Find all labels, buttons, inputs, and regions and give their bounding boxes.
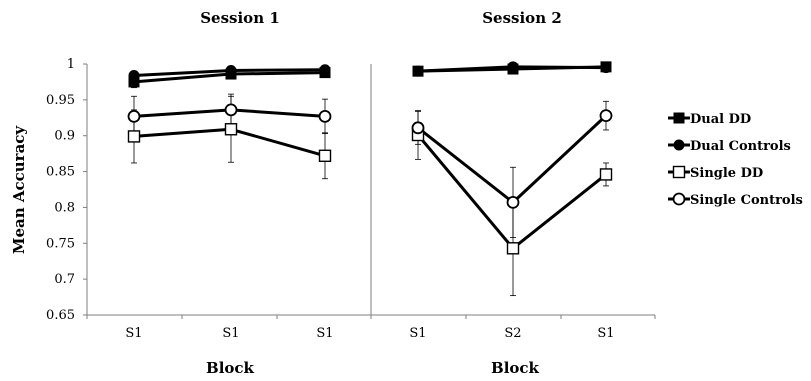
legend-label: Single Controls [690,193,803,208]
legend-label: Dual Controls [690,139,791,154]
legend-label: Dual DD [690,112,751,127]
data-point [127,130,141,143]
y-tick-label: 1 [67,57,75,72]
legend-marker [672,165,686,179]
data-point [127,109,141,123]
y-tick-label: 0.95 [46,93,75,108]
x-tick-label: S1 [222,326,239,341]
y-axis-title: Mean Accuracy [10,125,28,255]
series-line [416,134,607,250]
y-tick-label: 0.9 [54,129,75,144]
legend-marker [672,192,686,206]
x-tick-label: S1 [597,326,614,341]
data-point [600,62,612,74]
legend-marker [673,112,685,124]
y-tick-label: 0.85 [46,165,75,180]
data-point [507,61,519,73]
legend-label: Single DD [690,166,763,181]
data-point [224,123,238,136]
y-tick-label: 0.7 [54,272,75,287]
data-point [319,64,331,76]
series-line [417,114,608,204]
data-point [599,168,613,181]
x-tick-label: S1 [125,326,142,341]
y-tick-label: 0.65 [46,308,75,323]
data-point [318,149,332,162]
x-tick-label: S2 [504,326,521,341]
panel-2-x-axis-title: Block [491,359,540,377]
x-tick-label: S1 [409,326,426,341]
y-tick-label: 0.75 [46,236,75,251]
data-point [128,69,140,81]
data-point [506,242,520,255]
x-tick-label: S1 [316,326,333,341]
legend: Dual DD Dual Controls Single DD Single Cont… [668,112,803,208]
panel-1-x-axis-title: Block [206,359,255,377]
data-point [412,65,424,77]
panel-2-title: Session 2 [482,9,562,27]
plot-area: 0.65 0.7 0.75 0.8 0.85 0.9 0.95 1 S1 S1 S1 S1 S2 S1 [46,57,656,341]
data-point [224,103,238,117]
legend-marker [673,139,685,151]
data-point [599,109,613,123]
data-point [411,121,425,135]
y-tick-label: 0.8 [54,200,75,215]
data-point [506,196,520,209]
data-point [318,109,332,123]
panel-1-title: Session 1 [200,9,280,27]
data-point [225,64,237,76]
